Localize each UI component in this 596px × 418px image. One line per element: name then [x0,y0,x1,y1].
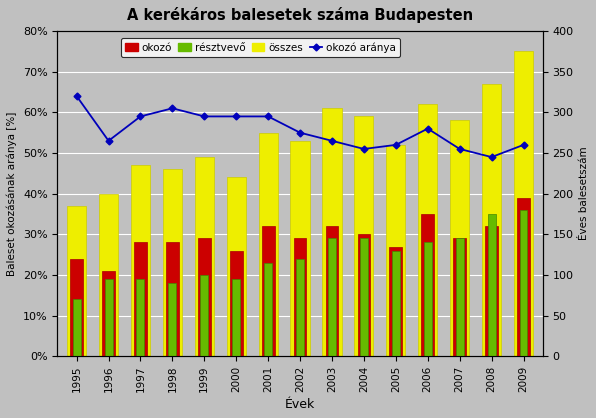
Bar [102,271,115,356]
Bar [131,165,150,356]
Bar [418,104,437,356]
Y-axis label: Baleset okozásának aránya [%]: Baleset okozásának aránya [%] [7,112,17,276]
Line: okozó aránya: okozó aránya [74,94,526,160]
Bar [325,226,339,356]
okozó aránya [424,126,432,131]
Bar [454,238,466,356]
Bar [424,242,432,356]
Bar [360,238,368,356]
Bar [73,299,80,356]
Bar [456,238,464,356]
Bar [264,263,272,356]
okozó aránya [105,138,112,143]
Bar [386,145,405,356]
Bar [294,238,306,356]
okozó aránya [232,114,240,119]
Bar [482,84,501,356]
Bar [485,226,498,356]
Bar [226,177,246,356]
Bar [169,283,176,356]
Bar [136,279,144,356]
Bar [198,238,211,356]
Bar [134,242,147,356]
okozó aránya [328,138,336,143]
Bar [358,234,370,356]
Bar [520,210,527,356]
okozó aránya [296,130,303,135]
Bar [259,133,278,356]
Y-axis label: Éves balesetszám: Éves balesetszám [579,147,589,240]
Bar [514,51,533,356]
Bar [163,169,182,356]
okozó aránya [137,114,144,119]
okozó aránya [520,143,527,148]
Title: A kerékáros balesetek száma Budapesten: A kerékáros balesetek száma Budapesten [127,7,473,23]
Bar [517,198,530,356]
okozó aránya [73,94,80,99]
okozó aránya [456,146,463,151]
Bar [166,242,179,356]
Bar [230,250,243,356]
okozó aránya [169,106,176,111]
Bar [70,259,83,356]
Bar [392,250,400,356]
Legend: okozó, résztvevő, összes, okozó aránya: okozó, résztvevő, összes, okozó aránya [121,38,401,57]
Bar [421,214,434,356]
Bar [232,279,240,356]
Bar [290,141,310,356]
Bar [355,117,374,356]
okozó aránya [361,146,368,151]
okozó aránya [392,143,399,148]
Bar [104,279,113,356]
Bar [450,120,469,356]
okozó aránya [488,155,495,160]
Bar [99,194,118,356]
Bar [200,275,208,356]
Bar [488,214,495,356]
Bar [67,206,86,356]
okozó aránya [201,114,208,119]
Bar [328,238,336,356]
X-axis label: Évek: Évek [285,398,315,411]
okozó aránya [265,114,272,119]
Bar [262,226,275,356]
Bar [389,247,402,356]
Bar [322,108,342,356]
Bar [195,157,214,356]
Bar [296,259,304,356]
